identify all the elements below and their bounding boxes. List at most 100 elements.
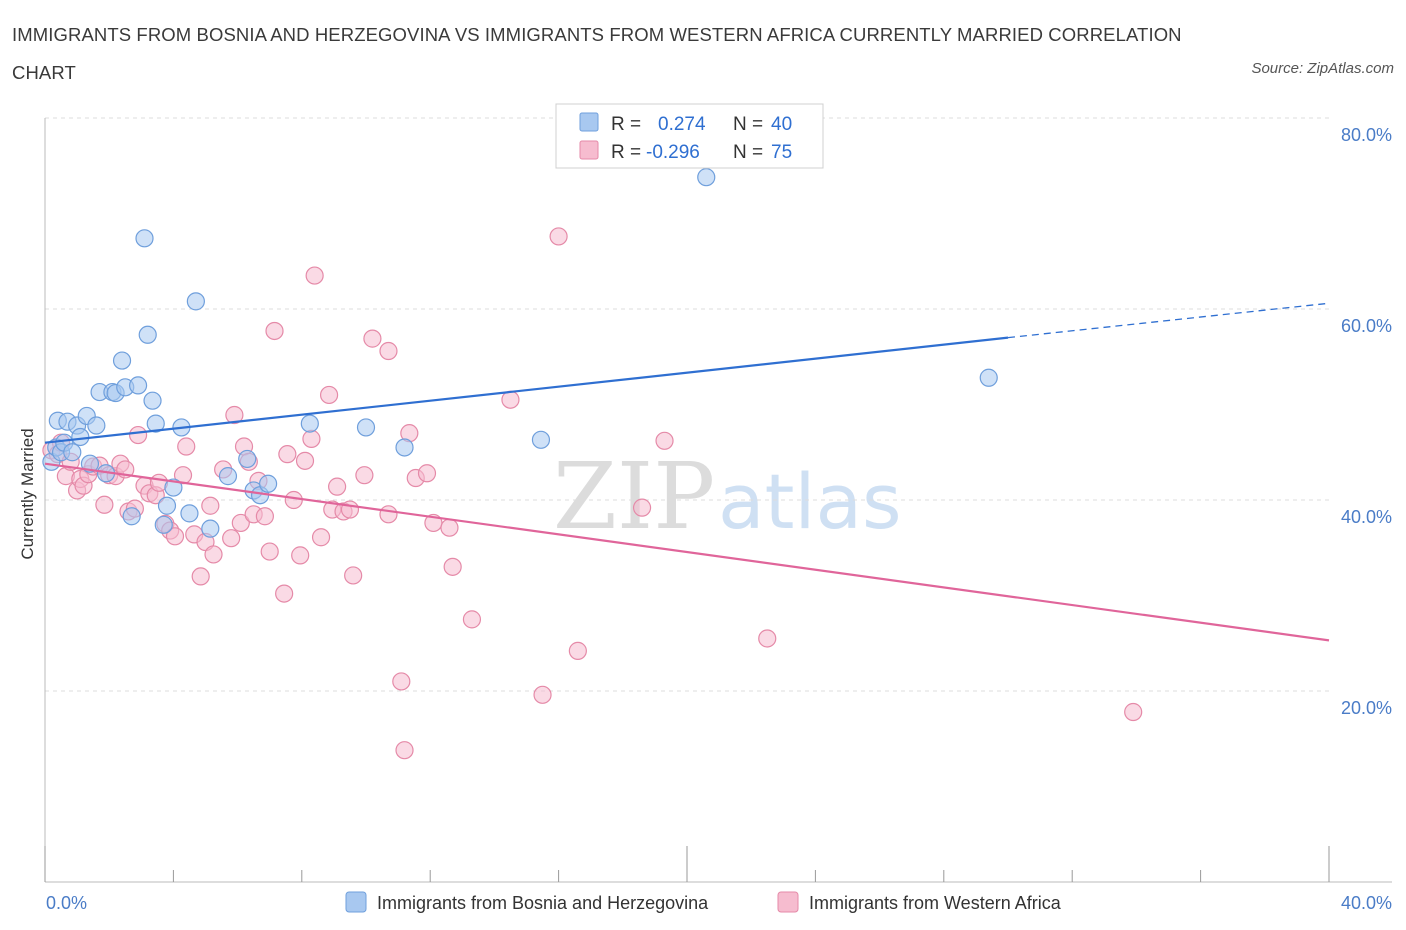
western-africa-point-45 bbox=[278, 445, 297, 464]
western-africa-point-18 bbox=[128, 425, 148, 445]
western-africa-point-27 bbox=[177, 437, 196, 456]
western-africa-point-61 bbox=[379, 505, 398, 524]
stats-legend: R = 0.274 N = 40 R = -0.296 N = 75 bbox=[555, 103, 824, 169]
western-africa-point-11 bbox=[95, 495, 114, 514]
western-africa-point-60 bbox=[379, 341, 398, 361]
western-africa-point-51 bbox=[311, 528, 331, 547]
western-africa-point-70 bbox=[462, 610, 482, 629]
bosnia-point-35 bbox=[258, 474, 278, 493]
western-africa-point-42 bbox=[260, 542, 279, 561]
legend-n-value-1: 40 bbox=[771, 114, 792, 135]
western-africa-point-46 bbox=[284, 490, 303, 510]
y-tick-label-0: 20.0% bbox=[1341, 698, 1392, 718]
western-africa-point-69 bbox=[443, 557, 462, 576]
bosnia-point-41 bbox=[395, 438, 414, 457]
western-africa-point-74 bbox=[568, 641, 587, 660]
bosnia-point-18 bbox=[122, 507, 141, 526]
bosnia-trend-extension bbox=[1007, 302, 1330, 339]
bosnia-point-25 bbox=[157, 496, 177, 515]
trend-lines bbox=[44, 302, 1330, 642]
western-africa-point-29 bbox=[191, 567, 210, 586]
grid-lines bbox=[45, 117, 1329, 692]
western-africa-point-66 bbox=[417, 464, 437, 483]
western-africa-point-58 bbox=[355, 466, 374, 485]
bosnia-point-19 bbox=[128, 376, 148, 395]
bosnia-point-16 bbox=[112, 351, 132, 370]
y-axis-title: Currently Married bbox=[18, 428, 37, 559]
western-africa-trend-line bbox=[44, 462, 1330, 642]
western-africa-point-76 bbox=[655, 431, 674, 450]
series-legend-swatch-pink bbox=[777, 891, 799, 913]
y-tick-label-2: 60.0% bbox=[1341, 316, 1392, 336]
legend-r-value-2: -0.296 bbox=[646, 142, 700, 163]
western-africa-point-68 bbox=[440, 518, 459, 537]
bosnia-point-38 bbox=[531, 430, 551, 449]
western-africa-point-35 bbox=[225, 405, 244, 425]
western-africa-point-54 bbox=[328, 477, 347, 496]
series-legend-label-pink: Immigrants from Western Africa bbox=[809, 893, 1062, 913]
western-africa-point-77 bbox=[758, 629, 777, 648]
western-africa-point-32 bbox=[204, 545, 223, 564]
stats-legend-box bbox=[555, 103, 824, 169]
bosnia-point-21 bbox=[138, 325, 157, 344]
bosnia-point-24 bbox=[154, 515, 173, 534]
western-africa-point-56 bbox=[340, 500, 360, 519]
western-africa-point-48 bbox=[295, 451, 315, 470]
bosnia-point-32 bbox=[238, 449, 257, 469]
western-africa-point-57 bbox=[344, 566, 363, 585]
bosnia-point-26 bbox=[164, 478, 183, 497]
western-africa-point-31 bbox=[201, 496, 220, 515]
bosnia-point-36 bbox=[300, 414, 319, 433]
series-legend-swatch-blue bbox=[345, 891, 367, 913]
y-tick-label-1: 40.0% bbox=[1341, 507, 1392, 527]
western-africa-point-25 bbox=[165, 527, 185, 546]
bosnia-point-8 bbox=[71, 427, 90, 447]
legend-n-value-2: 75 bbox=[771, 142, 792, 163]
western-africa-point-47 bbox=[291, 546, 310, 565]
bosnia-points bbox=[42, 168, 998, 538]
western-africa-point-41 bbox=[255, 507, 274, 526]
watermark-atlas: atlas bbox=[718, 457, 902, 546]
legend-n-label-1: N = bbox=[733, 114, 763, 135]
legend-r-label-2: R = bbox=[611, 142, 641, 163]
bosnia-point-28 bbox=[180, 504, 199, 523]
bosnia-point-39 bbox=[697, 168, 716, 187]
legend-n-label-2: N = bbox=[733, 142, 763, 163]
western-africa-point-52 bbox=[319, 385, 339, 405]
western-africa-point-73 bbox=[549, 227, 568, 246]
bosnia-point-22 bbox=[143, 391, 162, 410]
bosnia-point-29 bbox=[186, 292, 205, 311]
bosnia-point-30 bbox=[201, 519, 220, 538]
legend-swatch-pink bbox=[579, 140, 599, 160]
western-africa-point-43 bbox=[265, 321, 284, 341]
bosnia-trend-line bbox=[44, 336, 1009, 444]
western-africa-point-72 bbox=[533, 685, 552, 704]
western-africa-point-44 bbox=[275, 584, 294, 603]
western-africa-point-59 bbox=[363, 329, 382, 348]
legend-r-value-1: 0.274 bbox=[658, 114, 706, 135]
western-africa-point-50 bbox=[305, 266, 324, 285]
series-legend: Immigrants from Bosnia and Herzegovina I… bbox=[345, 891, 1062, 913]
western-africa-point-36 bbox=[231, 513, 250, 533]
bosnia-point-31 bbox=[218, 467, 238, 486]
bosnia-point-20 bbox=[135, 229, 154, 248]
bosnia-point-37 bbox=[356, 418, 376, 437]
bosnia-point-40 bbox=[979, 368, 998, 387]
axes bbox=[44, 118, 1392, 883]
series-legend-label-blue: Immigrants from Bosnia and Herzegovina bbox=[377, 893, 709, 913]
x-tick-label-1: 40.0% bbox=[1341, 893, 1392, 913]
source-label: Source: ZipAtlas.com bbox=[1251, 60, 1394, 77]
chart-title: IMMIGRANTS FROM BOSNIA AND HERZEGOVINA V… bbox=[12, 24, 1182, 83]
western-africa-point-34 bbox=[222, 529, 241, 548]
y-tick-labels: 20.0% 40.0% 60.0% 80.0% bbox=[1341, 125, 1392, 718]
x-tick-labels: 0.0% 40.0% bbox=[46, 893, 1392, 913]
bosnia-point-11 bbox=[87, 416, 106, 435]
western-africa-point-71 bbox=[501, 390, 520, 409]
legend-swatch-blue bbox=[579, 112, 599, 132]
x-tick-label-0: 0.0% bbox=[46, 893, 87, 913]
western-africa-point-63 bbox=[395, 741, 414, 760]
y-tick-label-3: 80.0% bbox=[1341, 125, 1392, 145]
bosnia-point-6 bbox=[63, 443, 82, 462]
western-africa-point-49 bbox=[302, 429, 321, 448]
